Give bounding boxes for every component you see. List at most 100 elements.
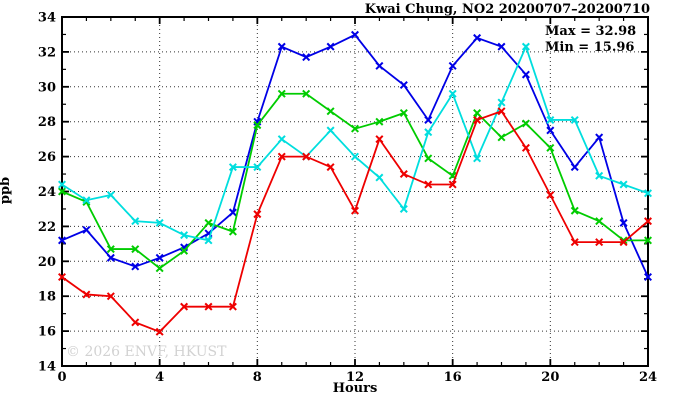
series-green-marker bbox=[277, 89, 286, 98]
series-green-marker bbox=[497, 133, 506, 142]
series-blue-marker bbox=[82, 225, 91, 234]
series-green-marker bbox=[643, 236, 653, 245]
series-blue-marker bbox=[155, 253, 164, 262]
x-axis-label: Hours bbox=[332, 381, 378, 396]
y-tick-label: 30 bbox=[38, 80, 56, 95]
y-tick-label: 28 bbox=[38, 115, 56, 130]
series-cyan-marker bbox=[448, 89, 457, 98]
min-value-label: Min = 15.96 bbox=[545, 40, 635, 55]
series-cyan-marker bbox=[399, 204, 408, 213]
series-blue-marker bbox=[228, 208, 237, 217]
series-cyan-marker bbox=[180, 231, 189, 240]
series-red-marker bbox=[228, 302, 237, 311]
series-red-marker bbox=[131, 318, 140, 327]
series-green-marker bbox=[204, 218, 213, 227]
series-cyan-marker bbox=[595, 171, 604, 180]
y-axis-label: ppb bbox=[0, 176, 14, 205]
x-tick-label: 4 bbox=[155, 370, 164, 385]
series-cyan-marker bbox=[155, 218, 164, 227]
series-blue-marker bbox=[375, 61, 384, 70]
series-green-marker bbox=[180, 246, 189, 255]
x-tick-label: 20 bbox=[541, 370, 559, 385]
series-green-marker bbox=[57, 187, 67, 196]
series-green-marker bbox=[375, 117, 384, 126]
series-green-marker bbox=[448, 171, 457, 180]
series-blue-marker bbox=[546, 126, 555, 135]
series-red-marker bbox=[350, 206, 360, 215]
series-green-marker bbox=[302, 89, 311, 98]
series-red-marker bbox=[277, 152, 286, 161]
x-tick-label: 0 bbox=[57, 370, 66, 385]
series-blue-marker bbox=[473, 33, 482, 42]
series-green-marker bbox=[546, 143, 555, 152]
y-tick-label: 14 bbox=[38, 360, 56, 375]
series-green-marker bbox=[106, 245, 115, 254]
series-blue-marker bbox=[424, 115, 433, 124]
series-cyan-marker bbox=[424, 128, 433, 137]
series-cyan-marker bbox=[131, 217, 140, 226]
series-red-marker bbox=[473, 115, 482, 124]
series-red-marker bbox=[595, 238, 604, 247]
series-red-marker bbox=[424, 180, 433, 189]
series-cyan-marker bbox=[473, 154, 482, 163]
series-cyan-marker bbox=[204, 236, 213, 245]
chart-title: Kwai Chung, NO2 20200707–20200710 bbox=[364, 2, 650, 17]
series-blue-marker bbox=[131, 262, 140, 271]
series-red-marker bbox=[204, 302, 213, 311]
series-green-marker bbox=[424, 154, 433, 163]
y-tick-label: 26 bbox=[38, 150, 56, 165]
series-green-marker bbox=[326, 107, 335, 116]
series-red-marker bbox=[106, 292, 115, 301]
y-tick-label: 34 bbox=[38, 11, 56, 26]
series-green-marker bbox=[570, 206, 579, 215]
series-green-marker bbox=[473, 108, 482, 117]
series-red-marker bbox=[546, 190, 555, 199]
series-blue-marker bbox=[497, 42, 506, 51]
x-tick-label: 8 bbox=[253, 370, 262, 385]
series-cyan-marker bbox=[375, 173, 384, 182]
x-tick-label: 12 bbox=[346, 370, 364, 385]
series-red-marker bbox=[570, 238, 579, 247]
series-cyan-marker bbox=[350, 152, 360, 161]
series-blue-marker bbox=[302, 53, 311, 62]
series-red-marker bbox=[302, 152, 311, 161]
series-red-marker bbox=[57, 272, 67, 282]
series-cyan-marker bbox=[326, 126, 335, 135]
y-tick-label: 24 bbox=[38, 185, 56, 200]
series-blue-marker bbox=[595, 133, 604, 142]
series-green-marker bbox=[253, 121, 262, 130]
series-cyan-marker bbox=[277, 135, 286, 144]
series-red-marker bbox=[619, 238, 628, 247]
series-red-marker bbox=[155, 327, 164, 336]
series-blue-marker bbox=[57, 236, 67, 245]
series-red-marker bbox=[326, 163, 335, 172]
series-blue-marker bbox=[326, 42, 335, 51]
y-tick-label: 18 bbox=[38, 290, 56, 305]
watermark: © 2026 ENVF, HKUST bbox=[66, 344, 227, 360]
series-green-marker bbox=[595, 217, 604, 226]
series-cyan-marker bbox=[570, 115, 579, 124]
series-red-marker bbox=[375, 135, 384, 144]
series-green-marker bbox=[131, 245, 140, 254]
series-cyan-marker bbox=[106, 190, 115, 199]
series-green-marker bbox=[155, 264, 164, 273]
y-tick-label: 16 bbox=[38, 325, 56, 340]
series-red-marker bbox=[521, 143, 530, 152]
series-green-marker bbox=[350, 124, 360, 133]
series-blue-marker bbox=[350, 30, 360, 39]
y-tick-label: 20 bbox=[38, 255, 56, 270]
series-blue-marker bbox=[399, 81, 408, 90]
series-blue-marker bbox=[570, 163, 579, 172]
series-cyan-marker bbox=[643, 189, 653, 198]
series-cyan-marker bbox=[57, 180, 67, 189]
series-red-marker bbox=[180, 302, 189, 311]
y-tick-label: 32 bbox=[38, 45, 56, 60]
series-red-marker bbox=[82, 290, 91, 299]
series-cyan-marker bbox=[253, 163, 262, 172]
max-value-label: Max = 32.98 bbox=[545, 24, 637, 39]
max-min-annotation: Max = 32.98 Min = 15.96 bbox=[545, 24, 636, 56]
series-red-marker bbox=[497, 107, 506, 116]
x-tick-label: 16 bbox=[444, 370, 462, 385]
